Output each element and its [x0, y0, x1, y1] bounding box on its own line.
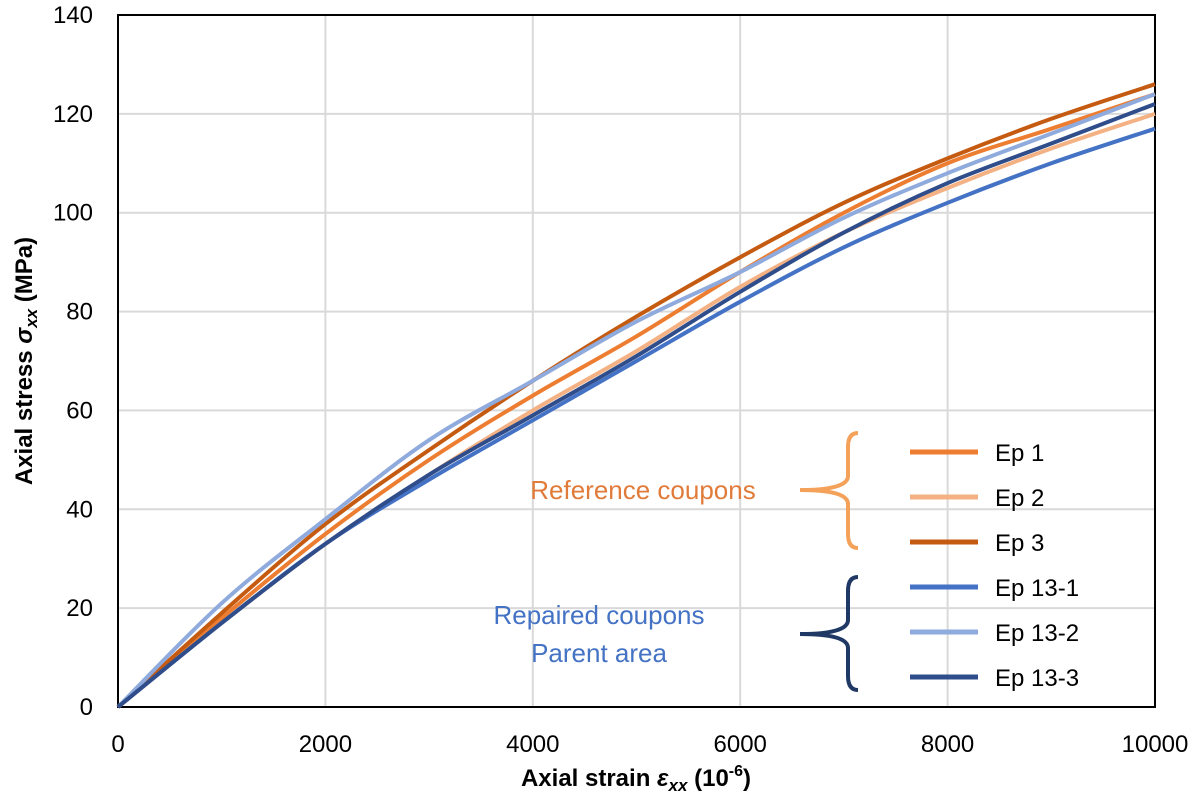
y-tick-label: 80 — [66, 299, 93, 326]
legend-label: Ep 13-3 — [995, 665, 1079, 692]
x-tick-label: 10000 — [1122, 731, 1189, 758]
y-tick-label: 120 — [53, 101, 93, 128]
x-tick-label: 4000 — [506, 731, 559, 758]
legend-label: Ep 3 — [995, 530, 1044, 557]
y-tick-label: 60 — [66, 397, 93, 424]
x-tick-label: 0 — [111, 731, 124, 758]
series-line-ep-13-2 — [116, 92, 1156, 709]
y-tick-label: 140 — [53, 2, 93, 29]
group-label: Parent area — [531, 638, 667, 668]
tick-labels: 0 2000 4000 6000 8000 10000 0 20 40 60 80 100 120 140 — [53, 2, 1188, 758]
grid-lines — [118, 15, 1155, 707]
y-tick-label: 40 — [66, 496, 93, 523]
legend-label: Ep 13-1 — [995, 575, 1079, 602]
series-line-ep-3 — [116, 82, 1156, 709]
y-tick-label: 20 — [66, 595, 93, 622]
group-brace — [799, 431, 859, 550]
legend-label: Ep 1 — [995, 440, 1044, 467]
series-line-ep-13-3 — [116, 102, 1156, 709]
y-tick-label: 100 — [53, 200, 93, 227]
y-axis-title: Axial stress σxx (MPa) — [11, 237, 41, 485]
legend: Ep 1 Ep 2 Ep 3 Ep 13-1 Ep 13-2 Ep 13-3 Referen… — [493, 431, 1079, 692]
group-label: Repaired coupons — [493, 600, 704, 630]
series-line-ep-1 — [116, 92, 1156, 709]
x-tick-label: 8000 — [921, 731, 974, 758]
group-label: Reference coupons — [530, 475, 755, 505]
plot-area-frame — [117, 14, 1156, 708]
legend-label: Ep 2 — [995, 485, 1044, 512]
x-axis-title: Axial strain εxx (10-6) — [521, 763, 751, 795]
x-tick-label: 2000 — [299, 731, 352, 758]
x-tick-label: 6000 — [714, 731, 767, 758]
group-brace — [799, 575, 859, 692]
y-tick-label: 0 — [80, 694, 93, 721]
data-series — [116, 82, 1156, 709]
legend-label: Ep 13-2 — [995, 620, 1079, 647]
